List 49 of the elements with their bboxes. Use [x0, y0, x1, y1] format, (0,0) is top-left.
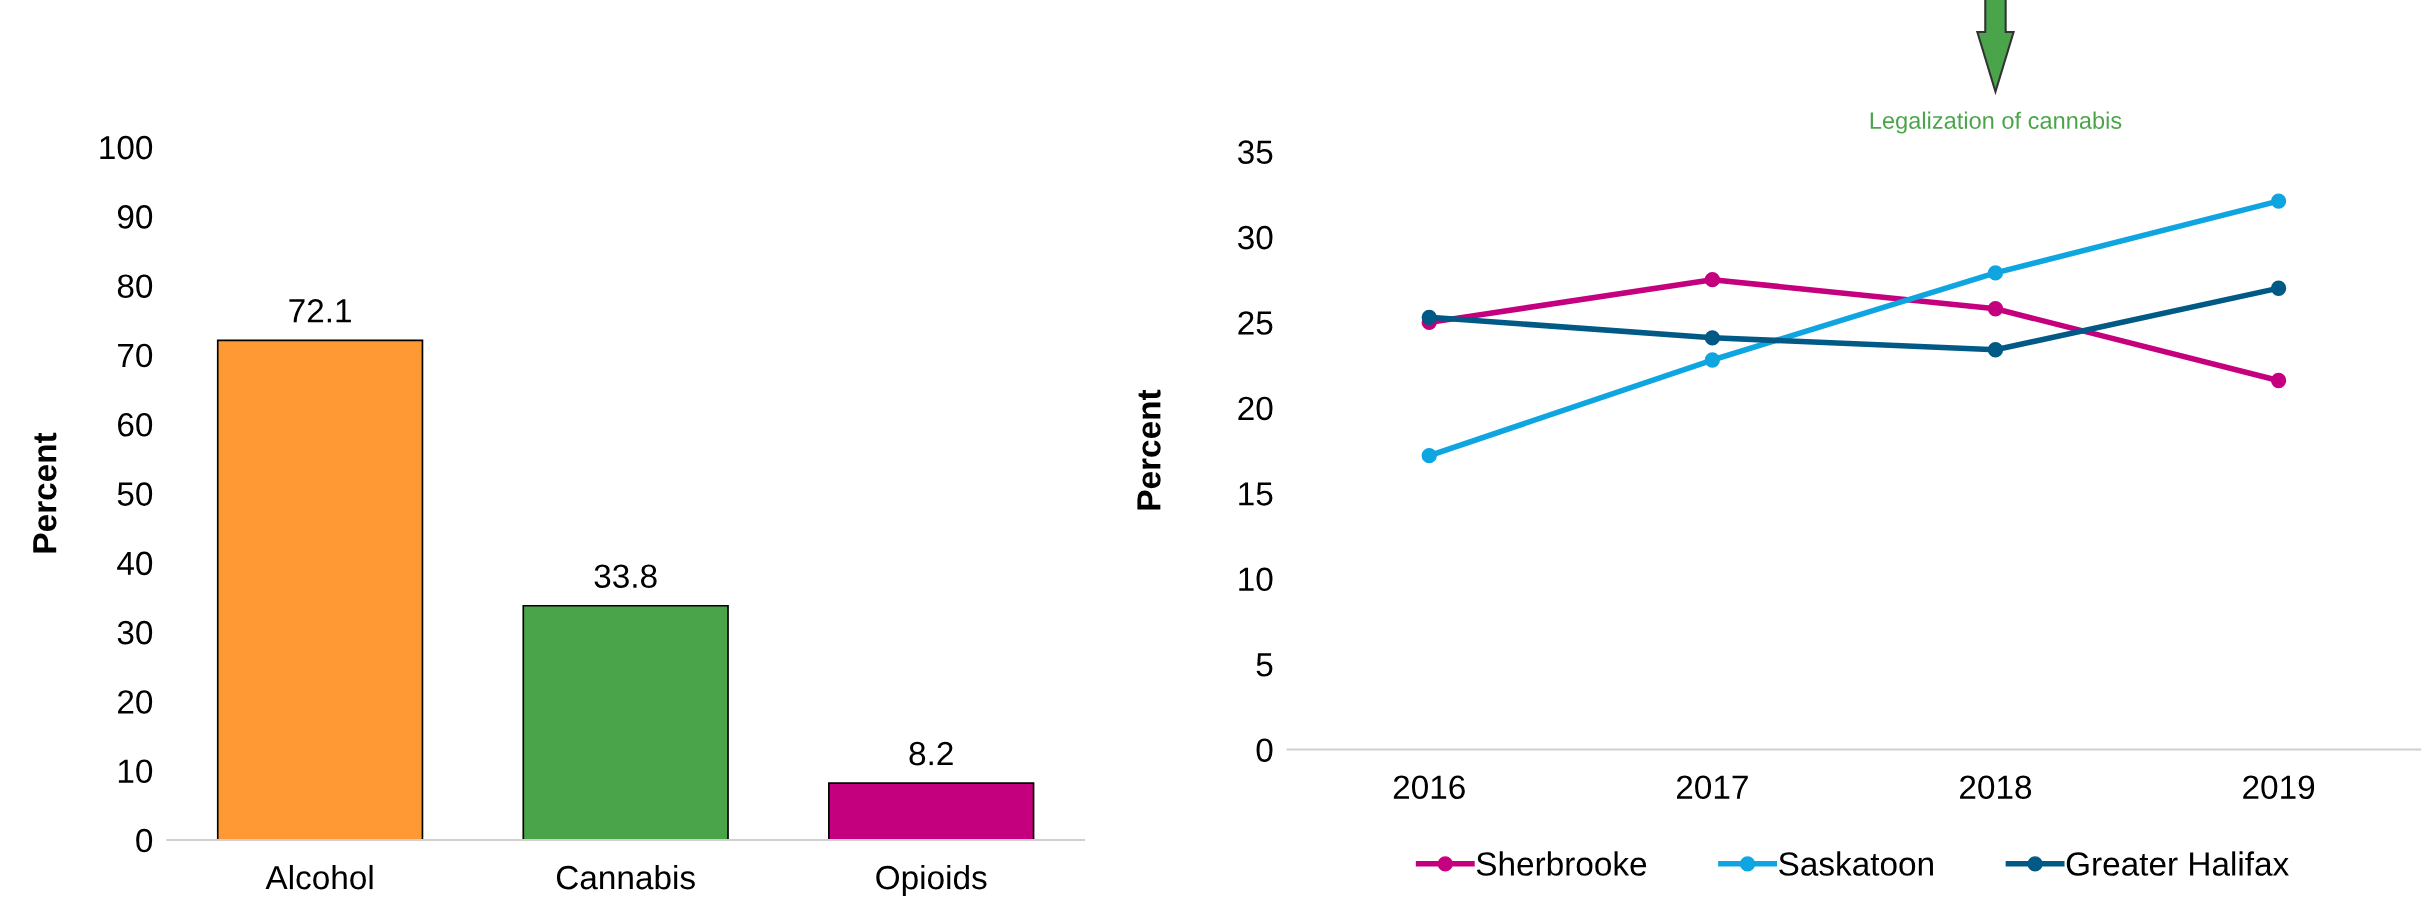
x-tick-label: Cannabis — [556, 864, 695, 890]
legend-label: Sherbrooke — [1476, 851, 1647, 876]
y-tick-label: 20 — [1238, 396, 1273, 421]
point — [1421, 448, 1437, 464]
x-tick-label: 2018 — [1960, 775, 2032, 800]
point — [2270, 280, 2287, 296]
bar — [216, 339, 424, 840]
point — [2270, 193, 2287, 209]
x-tick-label: 2016 — [1393, 775, 1465, 800]
point — [1987, 342, 2004, 358]
y-tick-label: 10 — [1239, 567, 1273, 592]
y-tick-label: 0 — [1256, 738, 1273, 762]
y-axis-title: Percent — [33, 432, 57, 553]
legend-label: Greater Halifax — [2066, 851, 2289, 876]
y-tick-label: 70 — [118, 343, 153, 368]
y-tick-label: 100 — [100, 135, 153, 160]
y-tick-label: 5 — [1256, 653, 1273, 677]
y-tick-label: 20 — [118, 690, 153, 714]
point — [1421, 309, 1437, 325]
y-tick-label: 10 — [118, 759, 153, 784]
y-tick-label: 40 — [117, 551, 153, 576]
bar — [828, 782, 1035, 840]
x-tick-label: Alcohol — [265, 864, 373, 890]
text: Legalization of cannabis — [1870, 111, 2122, 134]
y-tick-label: 25 — [1238, 311, 1273, 335]
point — [1987, 265, 2004, 281]
y-axis-title: Percent — [1137, 389, 1161, 510]
x-tick-label: 2017 — [1676, 775, 1748, 800]
point — [1704, 330, 1720, 346]
point — [1704, 272, 1720, 288]
point — [1704, 352, 1720, 368]
y-tick-label: 0 — [136, 828, 153, 853]
y-tick-label: 60 — [118, 412, 153, 437]
y-tick-label: 90 — [117, 205, 153, 229]
data-label: 72.1 — [289, 299, 351, 323]
y-tick-label: 50 — [117, 482, 153, 506]
point — [2270, 372, 2287, 389]
bar — [522, 604, 729, 840]
y-tick-label: 15 — [1239, 482, 1273, 506]
y-tick-label: 30 — [117, 620, 153, 645]
data-label: 33.8 — [594, 564, 657, 589]
legend-label: Saskatoon — [1779, 851, 1933, 876]
point — [1987, 301, 2004, 317]
data-label: 8.2 — [909, 741, 953, 766]
y-tick-label: 80 — [117, 274, 153, 298]
y-tick-label: 35 — [1237, 140, 1273, 164]
x-tick-label: Opioids — [876, 864, 987, 897]
x-tick-label: 2019 — [2243, 775, 2315, 800]
y-tick-label: 30 — [1237, 225, 1273, 250]
